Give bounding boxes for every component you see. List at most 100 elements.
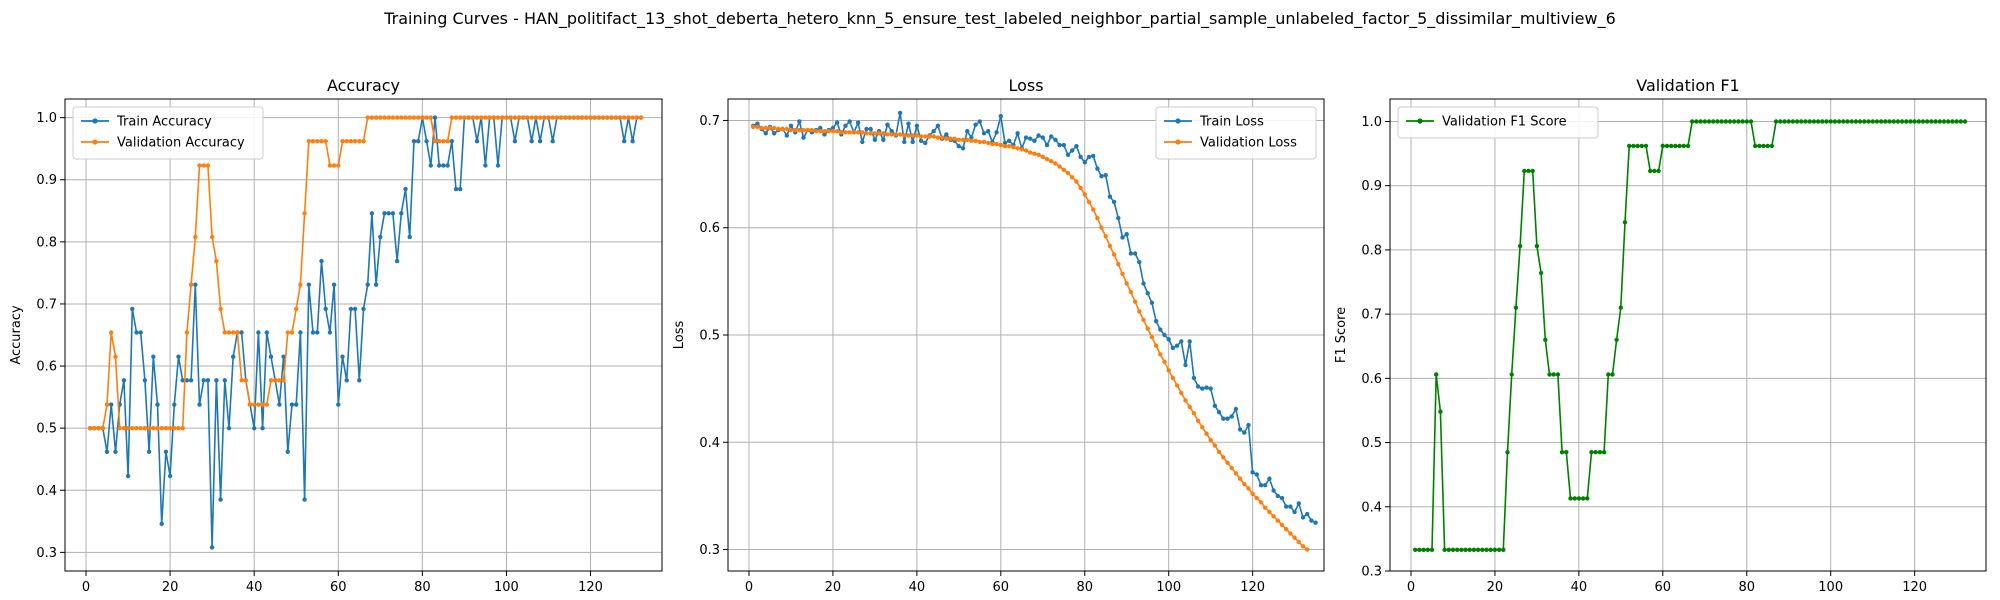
- axes-frame: [727, 98, 1325, 572]
- data-point: [935, 135, 941, 140]
- data-point: [1849, 119, 1854, 124]
- data-point: [944, 132, 949, 137]
- y-tick-label: 0.6: [699, 221, 720, 236]
- data-point: [1023, 135, 1029, 140]
- data-point: [209, 545, 215, 550]
- data-point: [1836, 119, 1842, 124]
- legend-swatch-marker: [1175, 139, 1181, 145]
- data-point: [1170, 345, 1176, 351]
- data-point: [462, 115, 467, 120]
- x-tick-label: 120: [1902, 580, 1927, 595]
- data-point: [340, 354, 345, 359]
- data-point: [138, 330, 143, 335]
- data-point: [399, 211, 404, 216]
- data-point: [1480, 547, 1485, 552]
- data-point: [818, 129, 823, 134]
- data-point: [1200, 386, 1205, 391]
- data-point: [1941, 119, 1947, 124]
- data-point: [948, 136, 953, 141]
- data-point: [1263, 505, 1268, 510]
- x-tick-label: 120: [1240, 580, 1265, 595]
- data-point: [1459, 547, 1464, 552]
- data-point: [956, 137, 961, 142]
- data-point: [361, 306, 366, 312]
- data-point: [218, 497, 223, 502]
- data-point: [1559, 450, 1565, 455]
- y-tick-label: 0.3: [1361, 565, 1382, 580]
- data-point: [931, 134, 936, 139]
- data-point: [1601, 450, 1607, 455]
- data-point: [407, 115, 412, 120]
- data-point: [201, 378, 206, 383]
- x-tick-label: 100: [494, 580, 519, 595]
- data-point: [1313, 520, 1318, 525]
- legend-label: Validation F1 Score: [1442, 115, 1567, 130]
- data-point: [826, 129, 831, 134]
- data-point: [441, 139, 446, 144]
- data-point: [193, 234, 198, 240]
- data-point: [772, 125, 777, 131]
- data-point: [193, 282, 198, 287]
- data-point: [1250, 491, 1255, 496]
- data-point: [1891, 119, 1896, 124]
- data-point: [365, 282, 370, 287]
- data-point: [1501, 547, 1506, 552]
- data-point: [403, 186, 408, 192]
- data-point: [1446, 547, 1452, 552]
- data-point: [1904, 119, 1909, 124]
- data-point: [142, 378, 148, 383]
- data-point: [1028, 150, 1033, 155]
- data-point: [885, 122, 890, 127]
- data-point: [1794, 119, 1800, 124]
- data-point: [1170, 375, 1176, 381]
- data-point: [1438, 409, 1443, 414]
- data-point: [1475, 547, 1481, 552]
- x-tick-label: 100: [1818, 580, 1843, 595]
- data-point: [1305, 511, 1310, 517]
- data-point: [411, 139, 417, 144]
- data-point: [1648, 168, 1653, 174]
- data-point: [797, 119, 802, 124]
- data-point: [851, 130, 857, 135]
- data-point: [973, 122, 978, 127]
- data-point: [428, 163, 433, 168]
- data-point: [843, 130, 848, 135]
- data-point: [755, 124, 760, 130]
- data-point: [1685, 143, 1691, 149]
- data-point: [281, 354, 286, 359]
- data-point: [1300, 515, 1306, 520]
- x-tick-label: 0: [745, 580, 753, 595]
- data-point: [830, 125, 836, 131]
- y-axis-label: F1 Score: [1334, 307, 1349, 363]
- data-point: [944, 136, 949, 141]
- data-point: [315, 330, 320, 335]
- data-point: [1221, 455, 1226, 460]
- data-point: [155, 402, 160, 407]
- data-point: [1246, 486, 1251, 491]
- data-point: [977, 119, 982, 124]
- data-point: [1254, 495, 1260, 501]
- data-point: [1723, 119, 1729, 124]
- y-tick-label: 0.7: [36, 297, 57, 312]
- data-point: [512, 139, 518, 144]
- data-point: [159, 521, 164, 526]
- data-point: [424, 139, 429, 144]
- data-point: [445, 139, 450, 144]
- data-point: [1137, 309, 1142, 314]
- data-point: [1753, 143, 1758, 149]
- data-point: [1095, 166, 1100, 171]
- data-point: [1057, 164, 1062, 169]
- data-point: [893, 132, 899, 137]
- data-point: [834, 120, 840, 125]
- axes-frame: [1389, 98, 1987, 572]
- data-point: [239, 330, 244, 335]
- data-point: [1028, 136, 1033, 141]
- data-point: [130, 426, 135, 431]
- data-point: [302, 497, 307, 502]
- data-point: [1158, 352, 1163, 357]
- data-point: [495, 163, 501, 168]
- data-point: [432, 139, 438, 144]
- data-point: [201, 163, 206, 168]
- data-point: [881, 137, 886, 142]
